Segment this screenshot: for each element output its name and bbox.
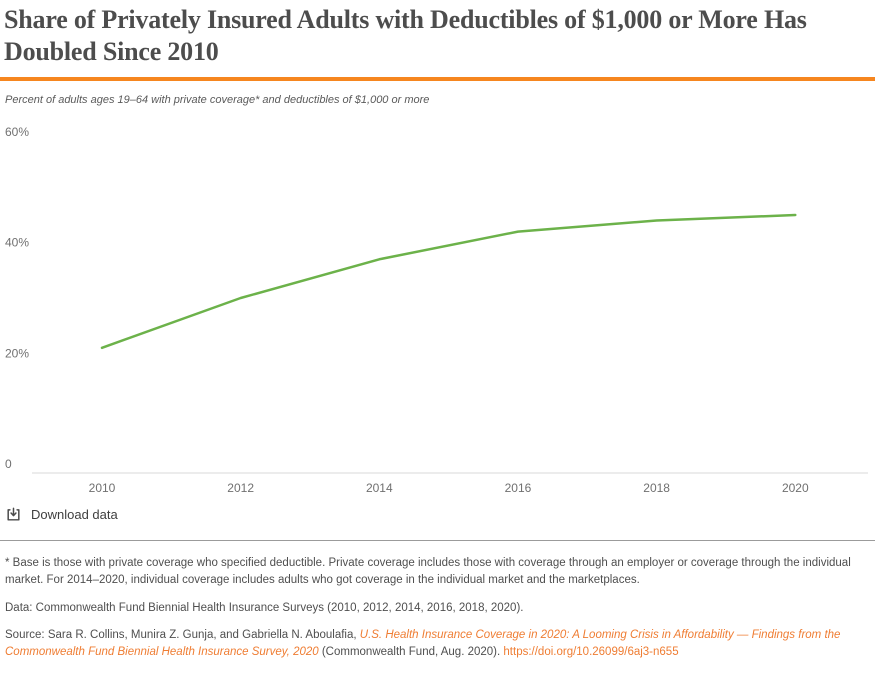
y-axis-label: 40% bbox=[5, 236, 29, 250]
download-icon bbox=[5, 506, 22, 523]
report-link[interactable]: U.S. Health Insurance Coverage in 2020: … bbox=[5, 628, 841, 658]
footnotes: * Base is those with private coverage wh… bbox=[5, 541, 870, 661]
source-prefix: Source: Sara R. Collins, Munira Z. Gunja… bbox=[5, 628, 360, 641]
source-suffix: (Commonwealth Fund, Aug. 2020). bbox=[318, 646, 504, 658]
x-axis-label: 2012 bbox=[227, 481, 254, 495]
download-label: Download data bbox=[31, 506, 118, 522]
x-axis-label: 2010 bbox=[89, 481, 116, 495]
x-axis-label: 2020 bbox=[782, 481, 809, 495]
page-title: Share of Privately Insured Adults with D… bbox=[4, 5, 807, 66]
x-axis-label: 2016 bbox=[505, 481, 532, 495]
footnote-divider bbox=[0, 540, 875, 541]
x-axis-label: 2014 bbox=[366, 481, 393, 495]
y-axis-label: 60% bbox=[5, 125, 29, 139]
y-axis-label: 20% bbox=[5, 346, 29, 360]
y-axis-label: 0 bbox=[5, 457, 12, 471]
chart-subtitle: Percent of adults ages 19–64 with privat… bbox=[5, 94, 430, 106]
source-footnote: Source: Sara R. Collins, Munira Z. Gunja… bbox=[5, 627, 870, 662]
base-footnote: * Base is those with private coverage wh… bbox=[5, 557, 851, 587]
download-data-button[interactable]: Download data bbox=[5, 504, 118, 524]
trend-line bbox=[100, 213, 797, 350]
trend-chart-svg: 60% 40% 20% 0 2010 2012 2014 2016 2018 2020 bbox=[5, 125, 868, 495]
accent-rule bbox=[0, 77, 875, 81]
data-footnote: Data: Commonwealth Fund Biennial Health … bbox=[5, 601, 524, 614]
doi-link[interactable]: https://doi.org/10.26099/6aj3-n655 bbox=[503, 646, 679, 658]
x-axis-label: 2018 bbox=[643, 481, 670, 495]
